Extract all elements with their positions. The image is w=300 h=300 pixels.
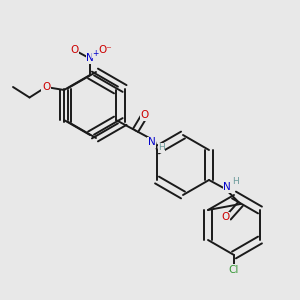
Text: N: N [86,53,94,64]
Text: O: O [42,82,50,92]
Text: O: O [221,212,230,223]
Text: O: O [70,45,79,55]
Text: O⁻: O⁻ [99,45,112,55]
Text: Cl: Cl [229,265,239,275]
Text: N: N [223,182,231,193]
Text: O: O [140,110,148,121]
Text: +: + [92,49,99,58]
Text: H: H [232,177,239,186]
Text: H: H [158,143,165,152]
Text: N: N [148,137,155,148]
